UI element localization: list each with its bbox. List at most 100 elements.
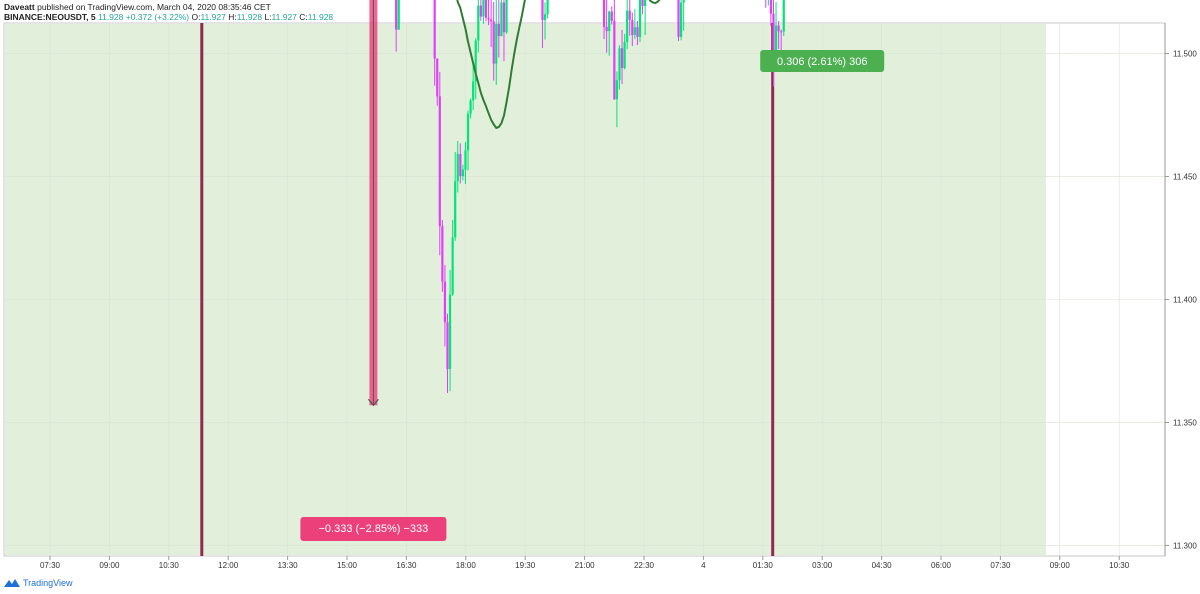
candle-body bbox=[620, 48, 624, 69]
candle-body bbox=[495, 23, 498, 64]
candle-body bbox=[459, 154, 462, 177]
candle-body bbox=[436, 58, 439, 97]
candle-body bbox=[482, 0, 485, 17]
candle-body bbox=[451, 237, 454, 295]
close-label: C: bbox=[299, 12, 308, 22]
time-tick-label: 15:00 bbox=[337, 561, 358, 570]
candle-body bbox=[441, 226, 444, 282]
candle-body bbox=[500, 2, 503, 37]
candle-body bbox=[615, 80, 619, 100]
brand-label: TradingView bbox=[23, 578, 73, 588]
published-text: published on TradingView.com, March 04, … bbox=[37, 2, 271, 12]
candle-body bbox=[497, 23, 500, 37]
time-tick-label: 19:30 bbox=[515, 561, 536, 570]
candle-body bbox=[469, 100, 472, 114]
author-name[interactable]: Daveatt bbox=[4, 2, 35, 12]
candle-body bbox=[477, 5, 480, 41]
candle-body bbox=[456, 154, 459, 182]
open-label: O: bbox=[191, 12, 201, 22]
candle-body bbox=[780, 31, 783, 33]
price-tick-label: 11.350 bbox=[1173, 418, 1197, 427]
candle-body bbox=[502, 2, 506, 33]
candle-body bbox=[487, 17, 490, 20]
candle-body bbox=[638, 0, 642, 37]
arrow-down-icon bbox=[367, 398, 379, 407]
candle-body bbox=[633, 27, 636, 35]
candle-body bbox=[443, 281, 447, 323]
time-tick-label: 09:00 bbox=[99, 561, 120, 570]
low-value: 11.927 bbox=[271, 12, 297, 22]
time-tick-label: 07:30 bbox=[990, 561, 1011, 570]
candle-body bbox=[644, 0, 647, 7]
price-change: +0.372 (+3.22%) bbox=[125, 12, 190, 22]
short-trade-label-box bbox=[300, 517, 447, 541]
time-tick-label: 10:30 bbox=[159, 561, 180, 570]
long-trade-label: 0.306 (2.61%) 306 bbox=[777, 56, 868, 68]
candle-body bbox=[446, 322, 449, 370]
candle-body bbox=[490, 19, 493, 22]
candle-body bbox=[618, 48, 621, 81]
time-tick-label: 09:00 bbox=[1050, 561, 1071, 570]
last-price: 11.928 bbox=[98, 12, 124, 22]
candle-body bbox=[433, 0, 436, 59]
publisher-line: Daveatt published on TradingView.com, Ma… bbox=[4, 2, 271, 12]
symbol-line: BINANCE:NEOUSDT, 5 11.928 +0.372 (+3.22%… bbox=[4, 12, 333, 22]
close-value: 11.928 bbox=[307, 12, 334, 22]
candle-body bbox=[772, 13, 775, 63]
candle-body bbox=[623, 42, 626, 69]
candle-body bbox=[448, 294, 452, 370]
candle-body bbox=[472, 81, 475, 101]
time-axis: 07:30 09:00 10:30 12:00 13:30 15:00 16:30 18:00… bbox=[40, 556, 1130, 570]
time-tick-label: 22:30 bbox=[634, 561, 655, 570]
price-axis: 12.10012.05012.00011.95011.90011.85011.8… bbox=[1164, 23, 1197, 556]
tradingview-logo-icon bbox=[4, 579, 20, 587]
candle-body bbox=[464, 150, 467, 170]
high-label: H: bbox=[228, 12, 237, 22]
candle-body bbox=[677, 0, 680, 37]
candle-body bbox=[613, 20, 616, 100]
time-tick-label: 21:00 bbox=[575, 561, 596, 570]
candle-body bbox=[631, 19, 634, 35]
candle-body bbox=[628, 10, 631, 20]
candle-body bbox=[466, 113, 470, 151]
high-value: 11.928 bbox=[236, 12, 263, 22]
time-tick-label: 01:30 bbox=[753, 561, 774, 570]
low-label: L: bbox=[264, 12, 272, 22]
candle-body bbox=[438, 96, 441, 227]
candle-body bbox=[602, 0, 606, 27]
time-tick-label: 10:30 bbox=[1109, 561, 1130, 570]
candle-body bbox=[492, 21, 495, 64]
candle-body bbox=[454, 181, 457, 238]
candle-body bbox=[395, 0, 398, 30]
price-tick-label: 11.450 bbox=[1173, 173, 1197, 182]
price-tick-label: 11.400 bbox=[1173, 296, 1197, 305]
time-tick-label: 06:00 bbox=[931, 561, 952, 570]
time-tick-label: 16:30 bbox=[396, 561, 417, 570]
candle-body bbox=[626, 10, 629, 43]
candle-body bbox=[608, 11, 611, 32]
moving-average-line bbox=[456, 0, 661, 130]
price-tick-label: 11.300 bbox=[1173, 541, 1197, 550]
candle-body bbox=[641, 0, 644, 7]
price-tick-label: 11.500 bbox=[1173, 50, 1197, 59]
long-trade-label-box bbox=[760, 50, 885, 72]
candle-body bbox=[505, 0, 508, 33]
candles bbox=[395, 0, 785, 393]
candle-body bbox=[479, 5, 482, 17]
tradingview-brand[interactable]: TradingView bbox=[4, 578, 73, 588]
time-tick-label: 04:30 bbox=[872, 561, 893, 570]
time-tick-label: 12:00 bbox=[218, 561, 239, 570]
candle-body bbox=[782, 0, 785, 32]
candle-body bbox=[484, 0, 488, 18]
candle-body bbox=[769, 0, 773, 14]
grid bbox=[4, 23, 1165, 556]
time-tick-label: 18:00 bbox=[456, 561, 477, 570]
candle-body bbox=[461, 169, 464, 177]
candle-body bbox=[541, 0, 544, 21]
candle-body bbox=[546, 0, 549, 15]
candle-body bbox=[605, 26, 608, 32]
candle-body bbox=[777, 25, 780, 32]
candle-body bbox=[543, 14, 547, 21]
short-trade-label: −0.333 (−2.85%) −333 bbox=[319, 523, 429, 535]
